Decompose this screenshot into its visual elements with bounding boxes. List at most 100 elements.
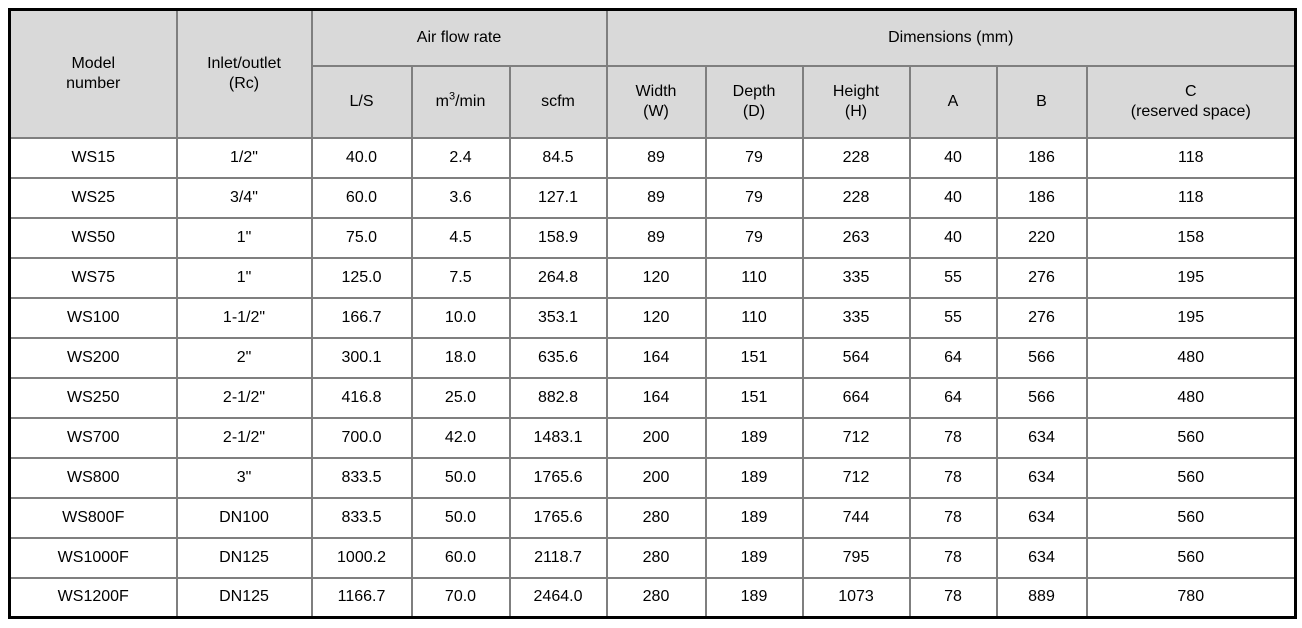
cell-model-number: WS25 bbox=[8, 176, 178, 219]
cell-dim-c: 118 bbox=[1085, 176, 1297, 219]
cell-dim-height: 1073 bbox=[801, 576, 911, 619]
header-ls: L/S bbox=[310, 64, 413, 139]
spec-table: Model number Inlet/outlet (Rc) Air flow … bbox=[8, 8, 1298, 619]
cell-flow-ls: 40.0 bbox=[310, 136, 413, 179]
cell-dim-width: 200 bbox=[605, 416, 707, 459]
cell-inlet-outlet: 1/2" bbox=[175, 136, 313, 179]
cell-flow-scfm: 353.1 bbox=[508, 296, 608, 339]
cell-inlet-outlet: DN125 bbox=[175, 536, 313, 579]
cell-flow-m3min: 3.6 bbox=[410, 176, 511, 219]
cell-inlet-outlet: DN125 bbox=[175, 576, 313, 619]
cell-dim-depth: 79 bbox=[704, 216, 804, 259]
table-row: WS15 1/2" 40.0 2.4 84.5 89 79 228 40 186 118 bbox=[8, 136, 1297, 179]
cell-inlet-outlet: 1" bbox=[175, 256, 313, 299]
cell-flow-ls: 300.1 bbox=[310, 336, 413, 379]
cell-inlet-outlet: 1-1/2" bbox=[175, 296, 313, 339]
cell-dim-depth: 189 bbox=[704, 576, 804, 619]
cell-dim-a: 55 bbox=[908, 296, 998, 339]
table-row: WS50 1" 75.0 4.5 158.9 89 79 263 40 220 158 bbox=[8, 216, 1297, 259]
cell-dim-a: 78 bbox=[908, 456, 998, 499]
cell-flow-m3min: 60.0 bbox=[410, 536, 511, 579]
table-row: WS700 2-1/2" 700.0 42.0 1483.1 200 189 712 78 634… bbox=[8, 416, 1297, 459]
cell-inlet-outlet: 3" bbox=[175, 456, 313, 499]
table-row: WS800F DN100 833.5 50.0 1765.6 280 189 744 78 634… bbox=[8, 496, 1297, 539]
table-row: WS800 3" 833.5 50.0 1765.6 200 189 712 78 634 560 bbox=[8, 456, 1297, 499]
cell-dim-a: 55 bbox=[908, 256, 998, 299]
cell-dim-height: 228 bbox=[801, 136, 911, 179]
cell-model-number: WS800F bbox=[8, 496, 178, 539]
cell-flow-ls: 166.7 bbox=[310, 296, 413, 339]
cell-dim-a: 40 bbox=[908, 216, 998, 259]
cell-dim-width: 280 bbox=[605, 576, 707, 619]
table-row: WS25 3/4" 60.0 3.6 127.1 89 79 228 40 186 118 bbox=[8, 176, 1297, 219]
cell-dim-a: 78 bbox=[908, 576, 998, 619]
cell-model-number: WS800 bbox=[8, 456, 178, 499]
cell-flow-m3min: 50.0 bbox=[410, 496, 511, 539]
cell-dim-height: 664 bbox=[801, 376, 911, 419]
cell-inlet-outlet: 1" bbox=[175, 216, 313, 259]
table-row: WS1200F DN125 1166.7 70.0 2464.0 280 189 1073 78… bbox=[8, 576, 1297, 619]
cell-dim-width: 89 bbox=[605, 136, 707, 179]
cell-dim-c: 780 bbox=[1085, 576, 1297, 619]
cell-flow-ls: 60.0 bbox=[310, 176, 413, 219]
cell-dim-b: 186 bbox=[995, 176, 1088, 219]
cell-dim-depth: 79 bbox=[704, 176, 804, 219]
table-row: WS1000F DN125 1000.2 60.0 2118.7 280 189 795 78 6… bbox=[8, 536, 1297, 579]
cell-dim-a: 78 bbox=[908, 416, 998, 459]
cell-model-number: WS1200F bbox=[8, 576, 178, 619]
cell-flow-scfm: 158.9 bbox=[508, 216, 608, 259]
cell-flow-m3min: 18.0 bbox=[410, 336, 511, 379]
cell-flow-scfm: 635.6 bbox=[508, 336, 608, 379]
cell-flow-ls: 1166.7 bbox=[310, 576, 413, 619]
cell-inlet-outlet: 2-1/2" bbox=[175, 416, 313, 459]
cell-inlet-outlet: 2-1/2" bbox=[175, 376, 313, 419]
cell-dim-height: 335 bbox=[801, 296, 911, 339]
cell-dim-a: 64 bbox=[908, 376, 998, 419]
cell-dim-a: 78 bbox=[908, 496, 998, 539]
cell-flow-scfm: 1483.1 bbox=[508, 416, 608, 459]
cell-flow-scfm: 1765.6 bbox=[508, 456, 608, 499]
cell-model-number: WS250 bbox=[8, 376, 178, 419]
cell-flow-m3min: 70.0 bbox=[410, 576, 511, 619]
cell-dim-b: 276 bbox=[995, 296, 1088, 339]
cell-dim-c: 118 bbox=[1085, 136, 1297, 179]
cell-dim-b: 276 bbox=[995, 256, 1088, 299]
cell-dim-c: 560 bbox=[1085, 536, 1297, 579]
header-sub-row: L/S m3/min scfm Width (W) Depth (D) Heig… bbox=[10, 64, 1297, 139]
cell-dim-b: 566 bbox=[995, 376, 1088, 419]
header-width: Width (W) bbox=[605, 64, 707, 139]
cell-dim-width: 164 bbox=[605, 376, 707, 419]
m3min-superscript: 3 bbox=[448, 90, 456, 103]
cell-flow-ls: 700.0 bbox=[310, 416, 413, 459]
cell-flow-scfm: 1765.6 bbox=[508, 496, 608, 539]
cell-flow-m3min: 7.5 bbox=[410, 256, 511, 299]
cell-dim-a: 78 bbox=[908, 536, 998, 579]
cell-dim-depth: 151 bbox=[704, 376, 804, 419]
cell-dim-height: 795 bbox=[801, 536, 911, 579]
cell-dim-depth: 110 bbox=[704, 256, 804, 299]
cell-dim-b: 186 bbox=[995, 136, 1088, 179]
cell-flow-scfm: 2464.0 bbox=[508, 576, 608, 619]
cell-flow-m3min: 25.0 bbox=[410, 376, 511, 419]
header-group-air-flow-rate: Air flow rate bbox=[310, 8, 608, 67]
cell-model-number: WS700 bbox=[8, 416, 178, 459]
cell-flow-m3min: 42.0 bbox=[410, 416, 511, 459]
cell-dim-c: 195 bbox=[1085, 296, 1297, 339]
cell-dim-c: 560 bbox=[1085, 456, 1297, 499]
cell-dim-depth: 110 bbox=[704, 296, 804, 339]
cell-dim-height: 228 bbox=[801, 176, 911, 219]
cell-flow-m3min: 10.0 bbox=[410, 296, 511, 339]
cell-dim-b: 634 bbox=[995, 416, 1088, 459]
cell-dim-c: 158 bbox=[1085, 216, 1297, 259]
cell-dim-height: 263 bbox=[801, 216, 911, 259]
cell-dim-c: 560 bbox=[1085, 416, 1297, 459]
cell-dim-c: 195 bbox=[1085, 256, 1297, 299]
header-c: C (reserved space) bbox=[1085, 64, 1297, 139]
cell-model-number: WS1000F bbox=[8, 536, 178, 579]
cell-flow-m3min: 4.5 bbox=[410, 216, 511, 259]
cell-dim-height: 335 bbox=[801, 256, 911, 299]
header-model-number: Model number bbox=[8, 8, 178, 139]
cell-dim-depth: 189 bbox=[704, 416, 804, 459]
table-header: Model number Inlet/outlet (Rc) Air flow … bbox=[8, 8, 1297, 139]
cell-dim-a: 40 bbox=[908, 176, 998, 219]
